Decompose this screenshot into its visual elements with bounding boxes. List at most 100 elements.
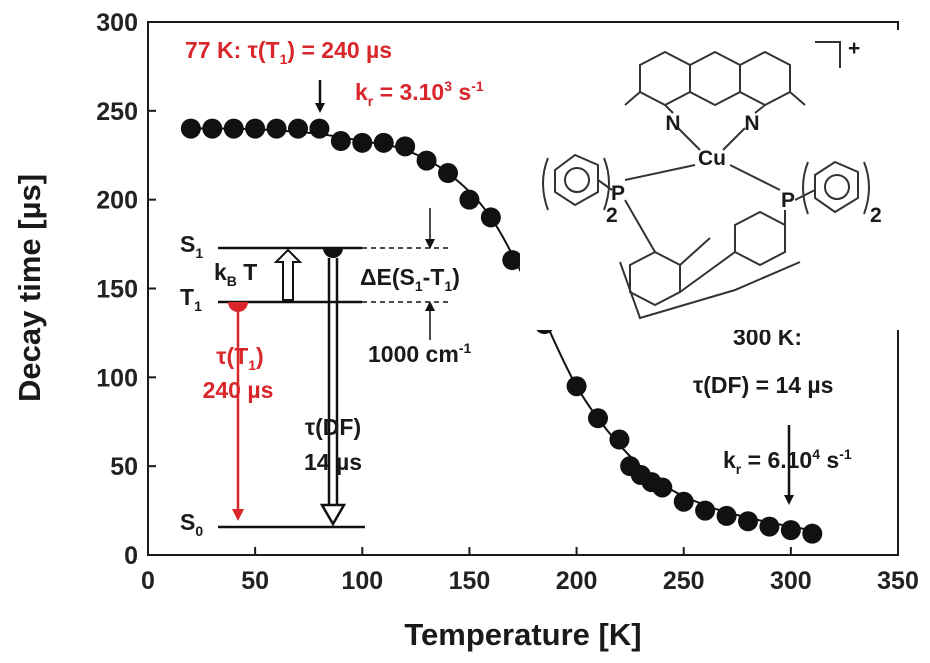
phen-methyl-right — [789, 91, 806, 106]
bond-phen-n1 — [664, 104, 674, 114]
x-tick-label: 250 — [663, 567, 705, 595]
charge-bracket — [815, 41, 841, 68]
y-tick-label: 0 — [124, 542, 138, 570]
y-tick-label: 200 — [96, 187, 138, 215]
bracket-left-close — [603, 157, 610, 211]
label-t1: T1 — [180, 284, 202, 314]
x-tick-label: 0 — [141, 567, 155, 595]
data-point — [330, 131, 351, 152]
data-point — [609, 429, 630, 450]
backbone-bridge-bottom — [679, 251, 736, 293]
thermal-activation-arrow — [273, 248, 303, 301]
data-point — [352, 132, 373, 153]
phenyl-right — [814, 160, 859, 214]
data-point — [459, 189, 480, 210]
data-point — [288, 118, 308, 139]
data-point — [502, 250, 523, 271]
data-point — [395, 136, 416, 157]
molecule-background — [520, 30, 900, 330]
data-point — [695, 500, 716, 521]
bond-n2-cu — [722, 127, 746, 151]
molecule-structure — [520, 30, 900, 330]
data-point — [480, 207, 501, 228]
t1-population-marker — [228, 302, 248, 312]
atom-cu: Cu — [698, 147, 726, 170]
data-point — [759, 516, 780, 537]
data-point — [566, 376, 587, 397]
x-tick-label: 50 — [241, 567, 269, 595]
y-axis-title: Decay time [µs] — [12, 174, 47, 402]
label-tau-df: τ(DF) — [305, 414, 361, 440]
x-axis-title: Temperature [K] — [404, 617, 641, 652]
backbone-bridge-top — [679, 237, 711, 266]
data-point — [652, 477, 673, 498]
charge-sign: + — [848, 37, 860, 60]
backbone-outline — [619, 261, 801, 320]
phenyl-left — [554, 153, 599, 207]
label-gap-value: 1000 cm-1 — [368, 340, 471, 367]
bond-p2-phenyl-right — [794, 189, 816, 201]
label-tau-t1: τ(T1) — [216, 343, 263, 373]
data-point — [245, 118, 266, 139]
data-point — [373, 132, 394, 153]
bond-phen-n2 — [754, 104, 766, 114]
energy-level-diagram: S1 T1 S0 kB T τ(T1) 240 µs τ(DF) 14 µs Δ… — [160, 208, 471, 540]
atom-n2: N — [744, 112, 759, 135]
x-tick-label: 150 — [449, 567, 491, 595]
label-tau-df-value: 14 µs — [304, 449, 362, 475]
annotation-kr-300K: kr = 6.104 s-1 — [723, 446, 852, 477]
annotation-tau-df-300K: τ(DF) = 14 µs — [693, 372, 833, 398]
y-tick-label: 300 — [96, 9, 138, 37]
bracket-right-open — [802, 161, 809, 215]
phen-methyl-left — [624, 91, 641, 106]
x-tick-label: 200 — [556, 567, 598, 595]
label-tau-t1-value: 240 µs — [203, 377, 274, 403]
x-tick-label: 350 — [877, 567, 919, 595]
bond-p1-backbone — [624, 199, 656, 253]
annotation-300K: 300 K: τ(DF) = 14 µs kr = 6.104 s-1 — [693, 324, 852, 505]
data-point — [416, 150, 437, 171]
data-point — [673, 491, 694, 512]
subscript-left: 2 — [606, 204, 618, 227]
annotation-77K: 77 K: τ(T1) = 240 µs kr = 3.103 s-1 — [185, 37, 484, 113]
data-point — [223, 118, 244, 139]
molecule-labels: N N Cu P P 2 2 + — [606, 37, 882, 227]
atom-n1: N — [665, 112, 680, 135]
y-tick-label: 250 — [96, 98, 138, 126]
y-tick-label: 100 — [96, 364, 138, 392]
data-point — [716, 505, 737, 526]
label-s0: S0 — [180, 509, 203, 539]
y-tick-label: 150 — [96, 276, 138, 304]
subscript-right: 2 — [870, 204, 882, 227]
bracket-right-close — [863, 161, 870, 215]
data-point — [588, 408, 608, 429]
atom-p1: P — [611, 182, 625, 205]
label-s1: S1 — [180, 231, 203, 261]
energy-diagram-background — [160, 215, 395, 540]
label-delta-e: ΔE(S1-T1) — [360, 264, 460, 294]
annotation-kr-77K: kr = 3.103 s-1 — [355, 78, 484, 109]
data-point — [738, 511, 758, 532]
x-ticks: 0 50 100 150 200 250 300 350 — [141, 547, 919, 595]
x-tick-label: 100 — [341, 567, 383, 595]
data-point — [266, 118, 287, 139]
bond-cu-p1 — [624, 164, 696, 181]
data-point — [780, 520, 801, 541]
bracket-left-open — [542, 157, 549, 211]
phenyl-right-ring — [824, 174, 850, 200]
bond-n1-cu — [677, 127, 701, 151]
data-point — [180, 118, 201, 139]
y-ticks: 0 50 100 150 200 250 300 — [96, 9, 156, 570]
s1-population-marker — [323, 248, 343, 258]
phenyl-left-ring — [564, 167, 590, 193]
data-point — [309, 118, 330, 139]
plot-axes: 0 50 100 150 200 250 300 350 0 50 100 150 200 250 300… — [12, 9, 919, 652]
bond-cu-p2 — [729, 164, 781, 191]
data-point — [438, 163, 458, 184]
data-point — [202, 118, 223, 139]
y-tick-label: 50 — [110, 453, 138, 481]
data-point — [802, 523, 823, 544]
df-arrow-head — [319, 503, 347, 527]
annotation-77K-text: 77 K: τ(T1) = 240 µs — [185, 37, 392, 67]
